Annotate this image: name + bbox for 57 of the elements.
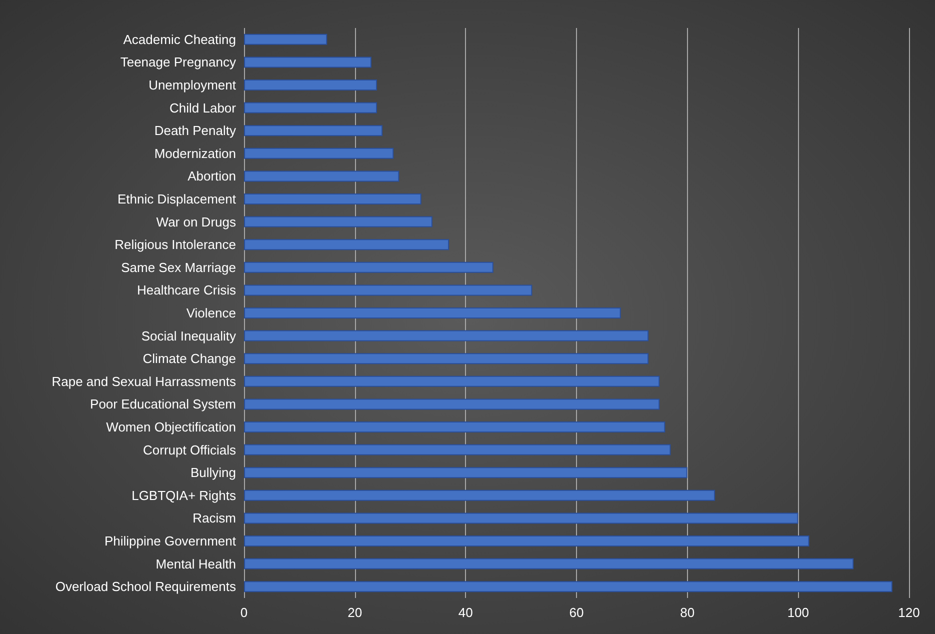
bar (244, 376, 660, 387)
y-tick-label: Philippine Government (104, 534, 236, 548)
x-tick-label: 60 (569, 605, 584, 620)
y-tick-label: Rape and Sexual Harrassments (52, 374, 236, 389)
y-tick-label: Mental Health (156, 556, 236, 572)
y-tick-label: Corrupt Officials (143, 442, 236, 458)
bar (244, 308, 621, 318)
y-tick-label: Unemployment (148, 78, 236, 92)
y-tick-label: LGBTQIA+ Rights (132, 488, 236, 503)
y-tick-label: War on Drugs (156, 214, 236, 230)
x-tick-label: 120 (898, 605, 920, 620)
y-tick-label: Child Labor (170, 100, 237, 116)
bar (244, 34, 328, 45)
bar (244, 284, 532, 296)
y-tick-label: Religious Intolerance (114, 237, 236, 252)
y-tick-label: Overload School Requirements (55, 579, 236, 594)
bar (244, 536, 810, 546)
y-tick-label: Bullying (190, 465, 236, 480)
y-tick-label: Violence (186, 306, 236, 320)
y-tick-label: Racism (192, 510, 236, 526)
x-tick-label: 100 (787, 605, 810, 620)
x-tick-label: 80 (680, 605, 695, 620)
y-tick-label: Healthcare Crisis (137, 282, 236, 298)
x-tick-label: 0 (240, 605, 248, 620)
bar (244, 80, 377, 90)
bar (244, 102, 377, 114)
y-tick-label: Death Penalty (154, 123, 236, 138)
bar (244, 467, 688, 478)
x-tick-label: 20 (348, 605, 362, 620)
y-tick-label: Teenage Pregnancy (120, 54, 236, 70)
bar (244, 170, 400, 182)
bar (244, 148, 394, 159)
bar (244, 56, 372, 68)
bar (244, 125, 383, 136)
bar (244, 216, 432, 228)
bar (244, 490, 716, 501)
bar (244, 512, 798, 524)
bar (244, 239, 450, 250)
y-tick-label: Women Objectification (106, 420, 236, 434)
bar (244, 581, 892, 592)
y-tick-label: Ethnic Displacement (118, 192, 236, 206)
bar (244, 353, 649, 364)
bar (244, 444, 671, 456)
y-tick-label: Modernization (154, 146, 236, 161)
y-tick-label: Academic Cheating (123, 32, 236, 47)
bar (244, 422, 666, 432)
y-tick-label: Poor Educational System (90, 396, 236, 412)
bar (244, 194, 422, 204)
bar (244, 558, 854, 570)
y-tick-label: Climate Change (142, 351, 236, 366)
x-tick-label: 40 (458, 605, 473, 620)
y-tick-label: Same Sex Marriage (121, 260, 236, 275)
y-tick-label: Social Inequality (141, 328, 236, 344)
y-tick-label: Abortion (188, 168, 236, 184)
bar (244, 398, 660, 410)
bar (244, 262, 494, 273)
bar (244, 330, 649, 342)
